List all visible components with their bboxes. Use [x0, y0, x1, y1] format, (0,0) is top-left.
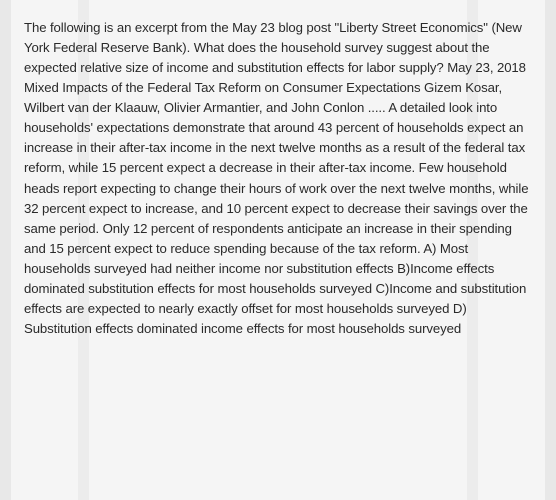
question-passage: The following is an excerpt from the May… — [24, 18, 532, 339]
